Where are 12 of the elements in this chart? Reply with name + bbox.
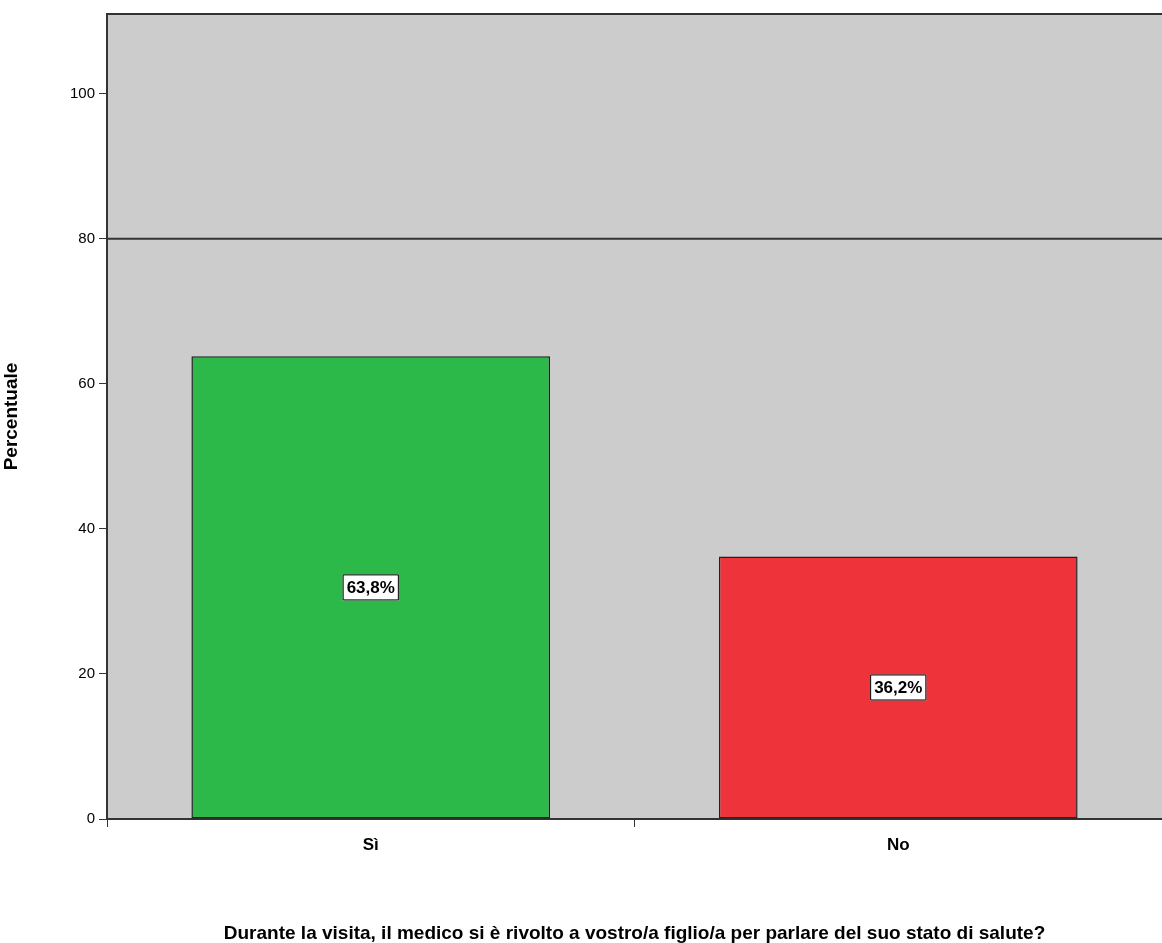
x-tick-label: Sì	[362, 834, 379, 854]
y-tick-label: 60	[78, 374, 95, 392]
y-tick-label: 80	[78, 228, 95, 246]
data-label: 63,8%	[346, 578, 395, 598]
x-tick-label: No	[886, 834, 910, 854]
data-label: 36,2%	[874, 678, 923, 698]
y-tick-label: 20	[78, 664, 95, 682]
y-tick-label: 40	[78, 519, 95, 537]
y-tick-label: 100	[69, 83, 95, 101]
y-axis-title: Percentuale	[0, 362, 21, 471]
x-axis-title: Durante la visita, il medico si è rivolto a vostro/a figlio/a per parlare del suo stato di salute?	[223, 921, 1046, 943]
y-tick-label: 0	[86, 809, 95, 827]
